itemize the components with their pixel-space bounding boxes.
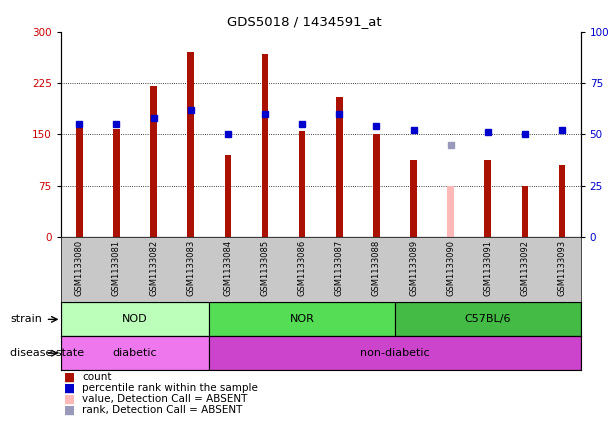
Text: ■: ■ [64,393,75,406]
Text: GDS5018 / 1434591_at: GDS5018 / 1434591_at [227,15,381,28]
Bar [395,302,581,336]
Bar [336,97,343,237]
Text: ■: ■ [64,371,75,384]
Bar [61,336,209,370]
Bar [76,122,83,237]
Text: disease state: disease state [10,348,85,358]
Text: ■: ■ [64,382,75,395]
Bar [209,302,395,336]
Text: strain: strain [10,314,42,324]
Text: GSM1133081: GSM1133081 [112,240,121,296]
Text: GSM1133085: GSM1133085 [260,240,269,296]
Bar [224,155,231,237]
Text: GSM1133082: GSM1133082 [149,240,158,296]
Bar [113,129,120,237]
Bar [150,86,157,237]
Text: diabetic: diabetic [112,348,157,358]
Bar [61,302,209,336]
Bar [559,165,565,237]
Bar [447,186,454,237]
Text: non-diabetic: non-diabetic [360,348,430,358]
Bar [485,159,491,237]
Text: NOD: NOD [122,314,148,324]
Bar [299,131,305,237]
Text: GSM1133083: GSM1133083 [186,240,195,297]
Bar [261,54,268,237]
Text: ■: ■ [64,404,75,417]
Text: GSM1133093: GSM1133093 [558,240,567,296]
Text: GSM1133084: GSM1133084 [223,240,232,296]
Text: rank, Detection Call = ABSENT: rank, Detection Call = ABSENT [82,405,243,415]
Text: GSM1133092: GSM1133092 [520,240,530,296]
Bar [373,134,380,237]
Bar [209,336,581,370]
Text: C57BL/6: C57BL/6 [465,314,511,324]
Text: GSM1133086: GSM1133086 [298,240,306,297]
Text: value, Detection Call = ABSENT: value, Detection Call = ABSENT [82,394,247,404]
Bar [522,186,528,237]
Text: GSM1133091: GSM1133091 [483,240,492,296]
Text: percentile rank within the sample: percentile rank within the sample [82,383,258,393]
Text: GSM1133089: GSM1133089 [409,240,418,296]
Text: GSM1133088: GSM1133088 [372,240,381,297]
Text: GSM1133087: GSM1133087 [335,240,344,297]
Bar [410,160,417,237]
Text: NOR: NOR [290,314,314,324]
Text: GSM1133090: GSM1133090 [446,240,455,296]
Bar [187,52,194,237]
Text: GSM1133080: GSM1133080 [75,240,84,296]
Text: count: count [82,372,112,382]
